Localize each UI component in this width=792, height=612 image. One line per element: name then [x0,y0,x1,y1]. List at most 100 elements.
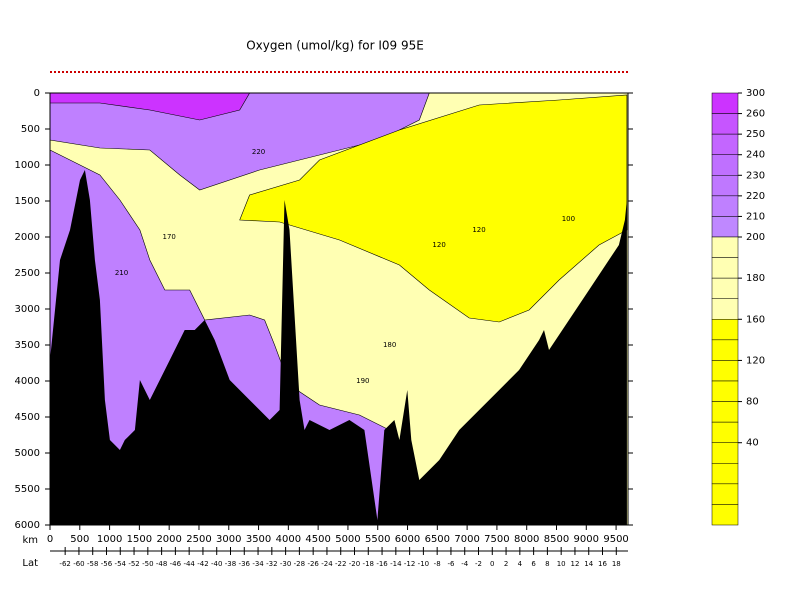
lat-tick-label: -62 [59,560,70,568]
colorbar-tick-label: 230 [746,170,765,181]
lat-axis-label: Lat [22,558,38,569]
oxygen-region [239,94,628,323]
lat-tick-label: -22 [335,560,346,568]
colorbar-tick-label: 120 [746,355,765,366]
y-tick-label: 1500 [15,196,40,207]
y-tick-label: 6000 [15,520,40,531]
colorbar-box [711,195,739,217]
contour-label: 180 [383,341,396,349]
lat-tick-label: -6 [447,560,455,568]
x-tick-label: 9000 [574,534,599,545]
x-tick-label: 6500 [425,534,450,545]
y-tick-label: 0 [34,88,40,99]
colorbar-box [711,154,739,176]
colorbar-tick-label: 250 [746,129,765,140]
contour-label: 120 [432,241,445,249]
x-tick-label: 5500 [365,534,390,545]
lat-tick-label: -12 [404,560,415,568]
lat-tick-label: 10 [557,560,566,568]
y-tick-label: 5500 [15,484,40,495]
lat-tick-label: -42 [197,560,208,568]
lat-tick-label: -4 [461,560,469,568]
colorbar-tick-label: 300 [746,88,765,99]
oxygen-region [49,92,251,121]
x-tick-label: 3500 [246,534,271,545]
lat-tick-label: 8 [545,560,549,568]
lat-tick-label: -46 [170,560,182,568]
x-tick-label: 6000 [395,534,420,545]
lat-tick-label: -58 [87,560,98,568]
contour-label: 120 [472,226,485,234]
lat-tick-label: 14 [584,560,593,568]
colorbar-box [711,360,739,382]
lat-tick-label: -34 [252,560,264,568]
lat-tick-label: -20 [349,560,360,568]
x-tick-label: 5000 [335,534,360,545]
lat-tick-label: -8 [434,560,441,568]
y-tick-label: 1000 [15,160,40,171]
lat-tick-label: 18 [612,560,621,568]
lat-tick-label: -26 [307,560,319,568]
lat-tick-label: 6 [531,560,536,568]
lat-tick-label: 12 [570,560,579,568]
y-tick-label: 4000 [15,376,40,387]
colorbar-box [711,133,739,155]
lat-tick-label: -52 [128,560,139,568]
colorbar-box [711,113,739,135]
colorbar-box [711,442,739,464]
x-tick-label: 500 [70,534,89,545]
x-tick-label: 9500 [603,534,628,545]
x-tick-label: 7500 [484,534,509,545]
y-tick-label: 500 [21,124,40,135]
colorbar-box [711,504,739,526]
lat-tick-label: 4 [518,560,523,568]
x-tick-label: 7000 [454,534,479,545]
lat-tick-label: -48 [156,560,167,568]
colorbar-box [711,298,739,320]
x-tick-label: 1500 [127,534,152,545]
colorbar-box [711,216,739,238]
lat-tick-label: -10 [418,560,429,568]
colorbar-tick-label: 260 [746,109,765,120]
lat-tick-label: -24 [321,560,333,568]
colorbar-box [711,421,739,443]
lat-tick-label: -16 [376,560,388,568]
oxygen-region [49,92,430,191]
lat-tick-label: -56 [101,560,113,568]
x-tick-label: 4000 [276,534,301,545]
lat-tick-label: 0 [490,560,494,568]
colorbar-box [711,257,739,279]
colorbar-tick-label: 220 [746,191,765,202]
y-tick-label: 5000 [15,448,40,459]
colorbar-box [711,175,739,197]
y-tick-label: 4500 [15,412,40,423]
contour-label: 170 [162,233,175,241]
lat-tick-label: -18 [363,560,374,568]
lat-tick-label: 2 [504,560,508,568]
x-tick-label: 2000 [156,534,181,545]
x-tick-label: 0 [47,534,53,545]
colorbar-tick-label: 160 [746,314,765,325]
x-tick-label: 2500 [186,534,211,545]
colorbar-box [711,319,739,341]
colorbar-box [711,401,739,423]
x-tick-label: 4500 [305,534,330,545]
x-axis-label: km [22,535,38,546]
x-tick-label: 8000 [514,534,539,545]
colorbar-box [711,236,739,258]
lat-tick-label: -50 [142,560,153,568]
colorbar-tick-label: 240 [746,150,765,161]
bathymetry [50,170,627,525]
lat-tick-label: -36 [239,560,251,568]
chart-title: Oxygen (umol/kg) for I09 95E [246,39,424,53]
lat-tick-label: 16 [598,560,607,568]
contour-label: 220 [252,148,265,156]
lat-tick-label: -44 [183,560,195,568]
y-tick-label: 2500 [15,268,40,279]
colorbar-tick-label: 180 [746,273,765,284]
lat-tick-label: -30 [280,560,291,568]
colorbar-box [711,92,739,114]
lat-tick-label: -14 [390,560,402,568]
colorbar-tick-label: 40 [746,438,759,449]
